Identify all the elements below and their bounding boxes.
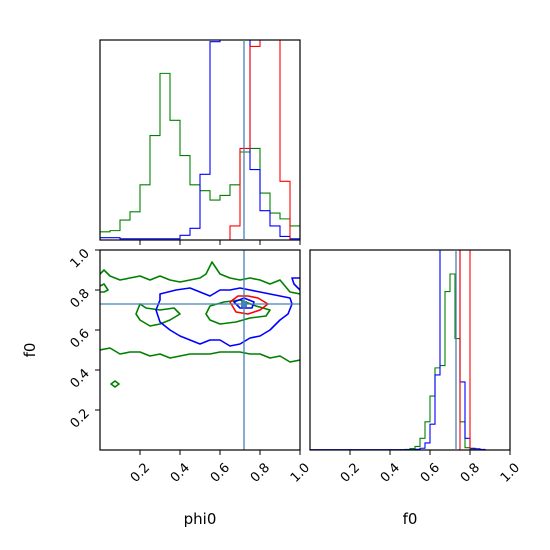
- panel-phi0-histogram: [99, 39, 301, 245]
- x-tick-label: 0.6: [418, 460, 443, 485]
- panel-frame: [99, 249, 301, 451]
- x-tick-label: 1.0: [498, 460, 523, 485]
- y-tick-label: 0.6: [68, 326, 93, 351]
- x-axis-label-phi0: phi0: [184, 510, 217, 528]
- x-tick-label: 0.2: [128, 460, 153, 485]
- panel-frame: [309, 249, 511, 451]
- histogram-green-series: [310, 273, 510, 450]
- histogram-blue-series: [310, 250, 510, 450]
- x-tick-label: 0.8: [248, 460, 273, 485]
- x-tick-label: 0.2: [338, 460, 363, 485]
- panel-f0-histogram: 0.2 0.4 0.6 0.8 1.0: [309, 249, 523, 486]
- panel-f0-vs-phi0-contours: 0.2 0.4 0.6 0.8 1.0 0.2 0.4 0.6 0.8 1.0: [68, 246, 313, 485]
- x-tick-label: 0.4: [378, 460, 403, 485]
- contour-blue-inner: [233, 297, 255, 309]
- contour-green-island: [110, 380, 120, 388]
- x-tick-label: 0.8: [458, 460, 483, 485]
- y-tick-label: 1.0: [68, 246, 93, 271]
- y-axis-label-f0: f0: [21, 343, 39, 358]
- histogram-red-series: [310, 250, 510, 450]
- contour-green-outer-upper: [100, 261, 300, 295]
- contour-blue-right-edge: [291, 277, 300, 291]
- x-tick-label: 1.0: [288, 460, 313, 485]
- x-axis-label-f0: f0: [403, 510, 418, 528]
- y-tick-label: 0.8: [68, 286, 93, 311]
- y-tick-label: 0.2: [68, 406, 93, 431]
- panel-frame: [99, 39, 301, 241]
- truth-marker: [241, 301, 247, 307]
- contour-green-inner-left: [135, 303, 181, 327]
- contour-green-outer-lower: [100, 347, 300, 363]
- x-tick-label: 0.4: [168, 460, 193, 485]
- y-tick-label: 0.4: [68, 366, 93, 391]
- contour-green-outer-left-edge: [100, 283, 109, 293]
- x-tick-label: 0.6: [208, 460, 233, 485]
- contour-red-inner: [229, 295, 269, 315]
- histogram-blue-series: [100, 40, 300, 240]
